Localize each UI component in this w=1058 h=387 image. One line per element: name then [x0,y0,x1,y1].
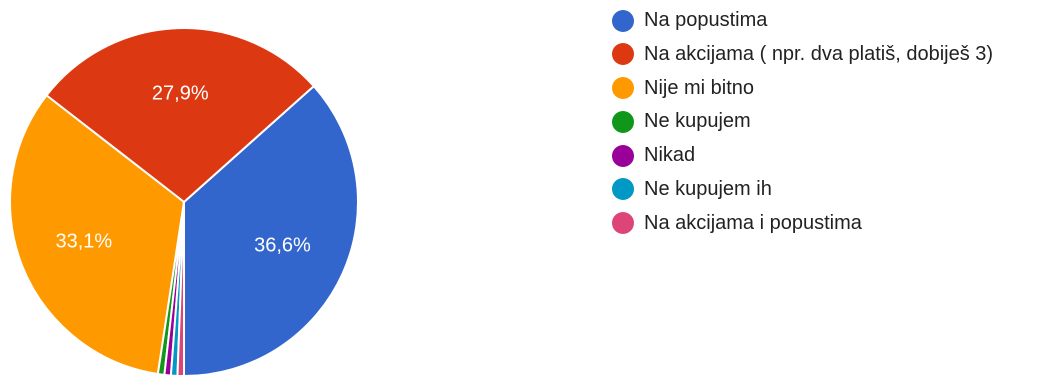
pie-slice-6[interactable] [176,201,185,378]
legend-swatch-icon [612,43,634,66]
legend-label: Nije mi bitno [644,76,755,99]
legend-swatch-icon [612,110,634,133]
legend-swatch-icon [612,77,634,100]
legend-swatch-icon [612,9,634,32]
legend-label: Nikad [644,144,696,167]
legend-label: Ne kupujem ih [644,177,772,200]
slice-label-2: 33,1% [55,230,112,252]
legend: Na popustima Na akcijama ( npr. dva plati… [612,5,993,242]
legend-swatch-icon [612,178,634,201]
legend-label: Na akcijama ( npr. dva platiš, dobiješ 3… [644,42,994,65]
legend-item-6: Na akcijama i popustima [612,208,993,239]
legend-label: Ne kupujem [644,110,751,133]
legend-swatch-icon [612,144,634,167]
legend-item-3: Ne kupujem [612,106,993,137]
legend-swatch-icon [612,212,634,235]
legend-item-5: Ne kupujem ih [612,174,993,205]
legend-item-0: Na popustima [612,5,993,36]
slice-label-1: 27,9% [152,82,209,104]
legend-item-4: Nikad [612,140,993,171]
legend-item-2: Nije mi bitno [612,73,993,104]
slice-label-0: 36,6% [254,234,311,256]
pie-chart: 36,6% 27,9% 33,1% [9,27,359,378]
legend-label: Na akcijama i popustima [644,211,862,234]
pie-slice-2[interactable] [9,93,186,376]
legend-label: Na popustima [644,9,768,31]
pie-slices [9,27,359,378]
pie-labels: 36,6% 27,9% 33,1% [55,82,311,256]
legend-item-1: Na akcijama ( npr. dva platiš, dobiješ 3… [612,39,993,70]
pie-slice-0[interactable] [183,84,359,378]
pie-slice-1[interactable] [45,27,316,204]
